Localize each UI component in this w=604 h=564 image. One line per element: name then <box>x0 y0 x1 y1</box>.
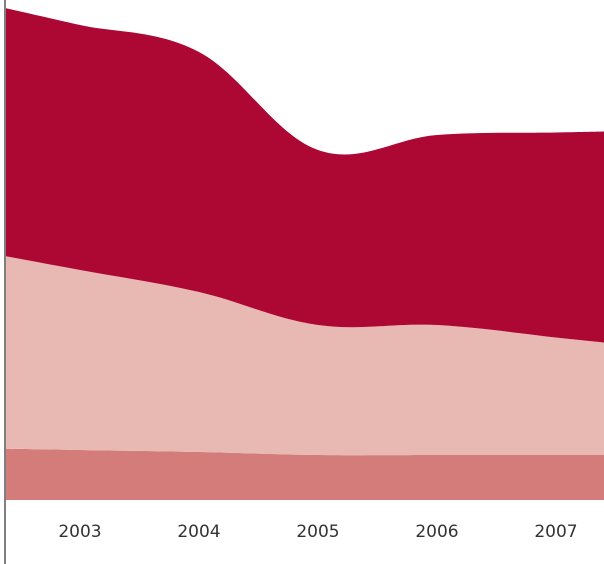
x-tick-label: 2003 <box>58 522 101 542</box>
x-tick-label: 2004 <box>177 522 220 542</box>
x-axis-tick-labels: 2003 2004 2005 2006 2007 <box>58 522 577 542</box>
area-series-3 <box>6 8 604 343</box>
area-series-1 <box>6 448 604 500</box>
x-tick-label: 2005 <box>296 522 339 542</box>
x-tick-label: 2007 <box>534 522 577 542</box>
x-tick-label: 2006 <box>415 522 458 542</box>
area-series-group <box>6 8 604 500</box>
area-series-2 <box>6 256 604 456</box>
